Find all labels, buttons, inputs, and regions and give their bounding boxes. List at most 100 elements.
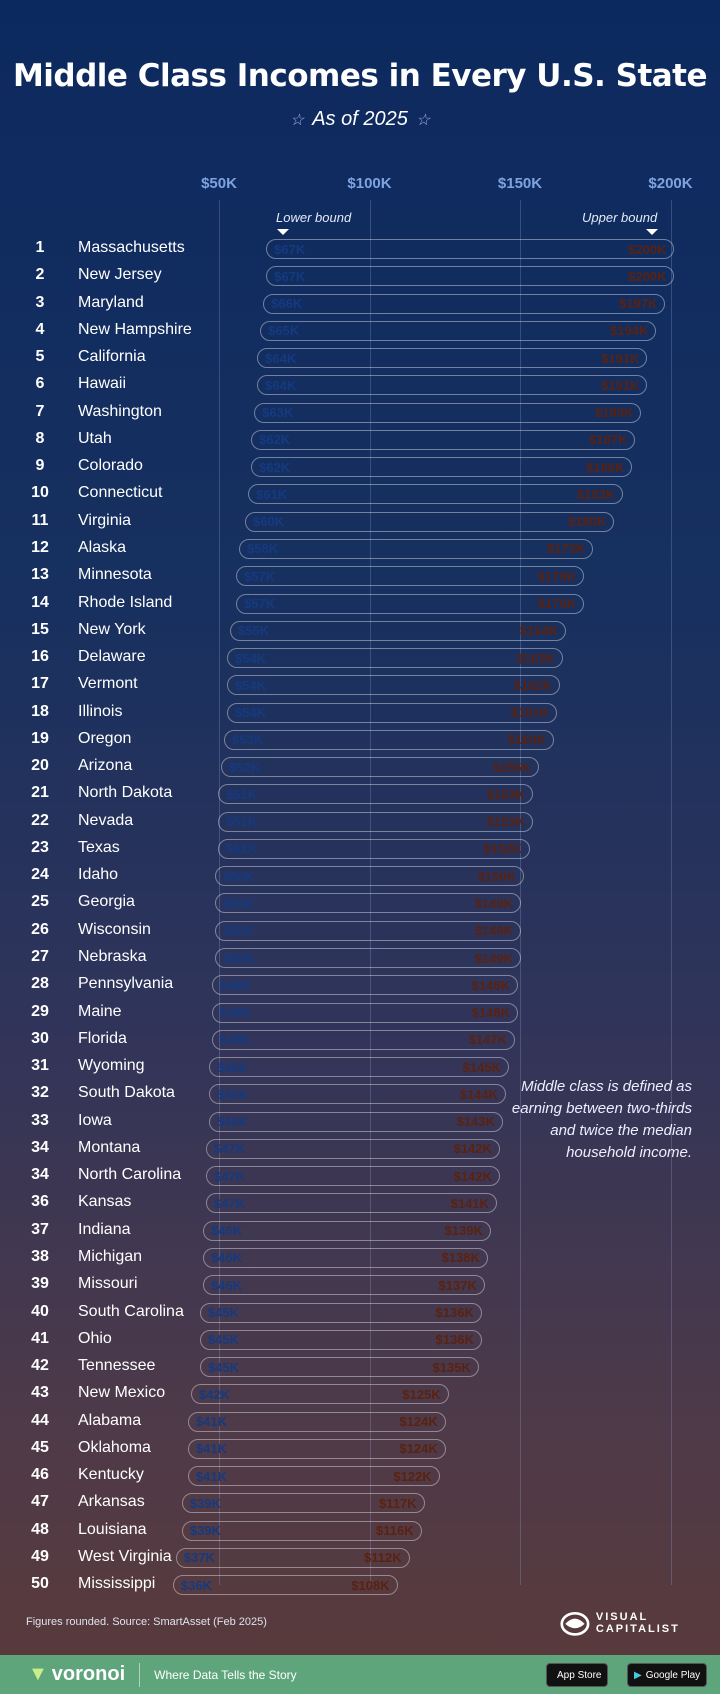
range-bar: $54K $161K (227, 702, 558, 723)
visual-capitalist-logo-icon (560, 1612, 590, 1636)
lower-bound-label: $39K (189, 1523, 221, 1539)
lower-bound-label: $49K (219, 1032, 252, 1048)
state-label: Tennessee (78, 1357, 156, 1375)
state-label: Texas (78, 838, 120, 856)
lower-bound-label: $57K (244, 596, 276, 611)
lower-bound-label: $61K (256, 486, 288, 502)
upper-bound-label: $136K (435, 1332, 474, 1348)
state-label: Kansas (78, 1193, 132, 1211)
state-label: South Carolina (78, 1302, 184, 1320)
rank-label: 19 (31, 729, 49, 747)
upper-bound-label: $191K (601, 377, 640, 393)
rank-label: 29 (31, 1002, 49, 1020)
lower-bound-label: $50K (223, 923, 255, 939)
upper-bound-label: $200K (628, 241, 667, 257)
upper-bound-label: $149K (474, 923, 513, 939)
upper-bound-label: $125K (402, 1386, 441, 1402)
lower-bound-marker-icon (277, 229, 289, 235)
rank-label: 9 (35, 457, 45, 475)
range-bar: $66K $197K (263, 293, 666, 314)
upper-bound-label: $153K (486, 786, 526, 802)
x-tick-label: $100K (347, 175, 392, 192)
legend-upper-bound: Upper bound (582, 210, 658, 225)
rank-label: 49 (31, 1547, 49, 1565)
rank-label: 21 (31, 784, 49, 802)
upper-bound-label: $153K (486, 814, 526, 830)
rank-label: 25 (31, 893, 49, 911)
upper-bound-label: $189K (595, 405, 634, 421)
state-label: Mississippi (78, 1575, 156, 1593)
lower-bound-label: $46K (210, 1277, 243, 1293)
state-label: Alabama (78, 1411, 142, 1429)
range-bar: $36K $108K (172, 1575, 398, 1596)
state-label: Missouri (78, 1275, 138, 1293)
lower-bound-label: $47K (213, 1141, 246, 1157)
footer-bar: ▼ voronoi Where Data Tells the Story App … (0, 1655, 720, 1694)
state-label: Montana (78, 1138, 141, 1156)
lower-bound-label: $39K (189, 1495, 221, 1511)
state-label: Minnesota (78, 566, 152, 584)
rank-label: 22 (31, 811, 49, 829)
upper-bound-label: $173K (546, 541, 586, 557)
upper-bound-label: $124K (399, 1414, 438, 1430)
lower-bound-label: $62K (259, 459, 291, 475)
state-label: Pennsylvania (78, 975, 174, 993)
rank-label: 28 (31, 975, 49, 993)
rank-label: 46 (31, 1466, 49, 1484)
subtitle-text: As of 2025 (312, 108, 408, 130)
lower-bound-label: $64K (265, 350, 297, 366)
lower-bound-label: $54K (235, 677, 267, 693)
upper-bound-label: $186K (586, 459, 625, 475)
lower-bound-label: $65K (268, 323, 300, 339)
range-bar: $67K $200K (266, 266, 675, 287)
gridline (520, 200, 521, 1585)
state-label: Arkansas (78, 1493, 145, 1511)
range-bar: $49K $148K (211, 975, 518, 996)
range-bar: $55K $164K (230, 620, 567, 641)
rank-label: 15 (31, 620, 49, 638)
rank-label: 42 (31, 1357, 49, 1375)
lower-bound-label: $49K (219, 977, 252, 993)
range-bar: $47K $142K (205, 1166, 500, 1187)
upper-bound-label: $139K (444, 1223, 483, 1239)
upper-bound-marker-icon (646, 229, 658, 235)
visual-capitalist-wordmark: VISUAL CAPITALIST (595, 1611, 680, 1635)
upper-bound-label: $136K (435, 1305, 474, 1321)
voronoi-logo[interactable]: ▼ voronoi (28, 1663, 125, 1686)
rank-label: 20 (31, 757, 49, 775)
legend-lower-bound: Lower bound (276, 210, 352, 225)
play-icon: ▶ (634, 1669, 642, 1681)
footer-divider (139, 1662, 141, 1687)
app-store-button[interactable]: App Store (546, 1663, 609, 1687)
lower-bound-label: $50K (223, 868, 255, 884)
rank-label: 7 (35, 402, 45, 420)
range-bar: $48K $145K (208, 1057, 509, 1078)
rank-label: 4 (35, 320, 45, 338)
google-play-button[interactable]: ▶ Google Play (627, 1663, 708, 1687)
range-bar: $39K $117K (181, 1493, 425, 1514)
state-label: Alaska (78, 538, 127, 556)
lower-bound-label: $51K (226, 786, 258, 802)
upper-bound-label: $170K (537, 596, 577, 611)
upper-bound-label: $117K (379, 1495, 417, 1511)
state-label: Arizona (78, 757, 133, 775)
rank-label: 50 (31, 1575, 49, 1593)
state-label: New Jersey (78, 266, 162, 284)
upper-bound-label: $194K (610, 323, 649, 339)
upper-bound-label: $161K (510, 705, 550, 721)
upper-bound-label: $149K (474, 895, 513, 911)
rank-label: 2 (35, 266, 45, 284)
upper-bound-label: $200K (628, 268, 667, 284)
upper-bound-label: $116K (376, 1523, 414, 1539)
state-label: Massachusetts (78, 239, 185, 256)
range-bar: $52K $155K (221, 757, 540, 778)
rank-label: 39 (31, 1275, 49, 1293)
upper-bound-label: $191K (601, 350, 640, 366)
lower-bound-label: $49K (219, 1005, 252, 1021)
range-bar: $51K $153K (218, 811, 534, 832)
upper-bound-label: $155K (492, 759, 532, 775)
rank-label: 16 (31, 648, 49, 666)
state-label: Virginia (78, 511, 132, 529)
state-label: Delaware (78, 648, 146, 666)
rank-label: 48 (31, 1520, 49, 1538)
